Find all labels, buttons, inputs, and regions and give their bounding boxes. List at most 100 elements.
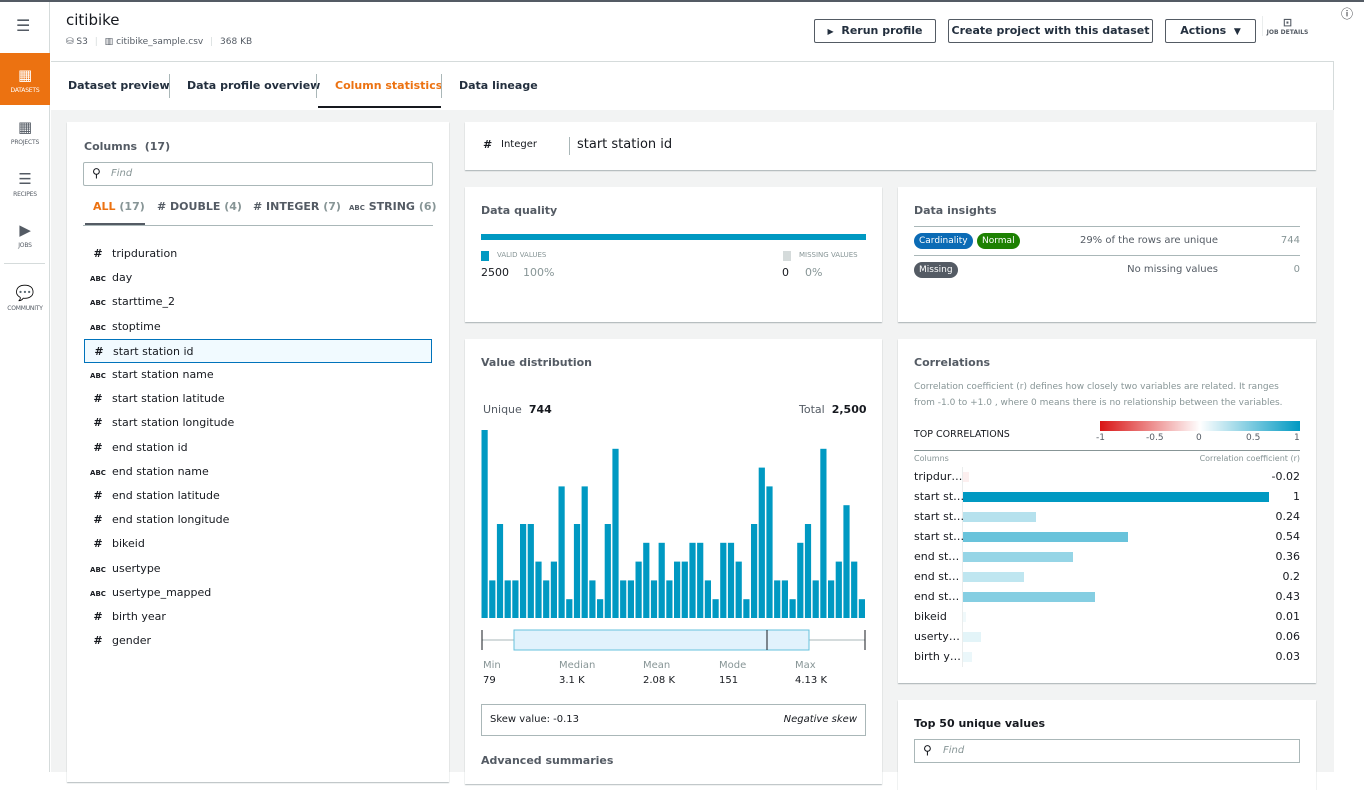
correlation-value: 0.2 bbox=[1282, 570, 1301, 583]
stat-label: Mode bbox=[719, 660, 747, 671]
active-tab-underline bbox=[318, 106, 441, 108]
create-project-button[interactable]: Create project with this dataset bbox=[948, 19, 1153, 43]
column-name: tripduration bbox=[112, 247, 178, 260]
skew-value: Skew value: -0.13 bbox=[490, 714, 580, 725]
correlation-bar bbox=[963, 632, 982, 642]
correlation-column-name: end st… bbox=[914, 590, 960, 603]
string-type-icon: ABC bbox=[90, 372, 106, 380]
correlation-value: 0.43 bbox=[1275, 590, 1301, 603]
panel-title: Top 50 unique values bbox=[914, 717, 1046, 730]
histogram-bar bbox=[512, 580, 519, 618]
divider bbox=[914, 450, 1300, 451]
column-list-item[interactable]: # start station latitude bbox=[84, 387, 432, 411]
rerun-profile-button[interactable]: ▶ Rerun profile bbox=[814, 19, 936, 43]
bucket-icon: ⛁ bbox=[66, 37, 74, 47]
column-list-item[interactable]: # tripduration bbox=[84, 242, 432, 266]
tab-divider bbox=[441, 74, 442, 98]
histogram-bar bbox=[689, 542, 696, 618]
missing-label: MISSING VALUES bbox=[799, 251, 858, 259]
filter-all[interactable]: ALL (17) bbox=[93, 200, 145, 213]
top-border bbox=[0, 0, 1364, 2]
sidebar-label: COMMUNITY bbox=[7, 305, 43, 312]
column-name: start station latitude bbox=[112, 392, 225, 406]
actions-dropdown[interactable]: Actions ▼ bbox=[1165, 19, 1256, 43]
filter-string[interactable]: ABC STRING (6) bbox=[349, 200, 437, 213]
column-name: usertype_mapped bbox=[112, 585, 212, 599]
tab-dataset-preview[interactable]: Dataset preview bbox=[68, 79, 170, 92]
string-type-icon: ABC bbox=[90, 468, 106, 477]
histogram-bar bbox=[658, 542, 665, 618]
correlation-column-name: userty… bbox=[914, 630, 960, 643]
correlation-row: start st… 0.24 bbox=[914, 507, 1300, 527]
columns-axis-label: Columns bbox=[914, 454, 949, 463]
number-type-icon: # bbox=[94, 344, 104, 358]
correlation-value: 0.24 bbox=[1275, 510, 1301, 523]
column-name: starttime_2 bbox=[112, 295, 175, 309]
job-details-button[interactable]: ⊡ JOB DETAILS bbox=[1262, 16, 1312, 36]
missing-text: No missing values bbox=[1127, 264, 1218, 275]
column-name: start station id bbox=[577, 137, 673, 152]
histogram-bar bbox=[797, 542, 804, 618]
column-list-item[interactable]: ABC start station name bbox=[84, 363, 432, 387]
correlation-row: end st… 0.2 bbox=[914, 567, 1300, 587]
number-type-icon: # bbox=[93, 489, 103, 502]
column-search-input[interactable]: ⚲ Find bbox=[83, 162, 433, 186]
column-list-item[interactable]: # end station id bbox=[84, 436, 432, 460]
histogram-bar bbox=[804, 524, 812, 618]
table-icon: ▥ bbox=[104, 37, 114, 47]
divider bbox=[914, 226, 1300, 227]
histogram-bar bbox=[743, 599, 750, 618]
scale-tick-label: 0.5 bbox=[1246, 433, 1261, 443]
hamburger-icon[interactable]: ☰ bbox=[16, 16, 31, 35]
sidebar-item-projects[interactable]: ▦ PROJECTS bbox=[0, 118, 50, 146]
correlation-bar bbox=[963, 592, 1095, 602]
column-list-item[interactable]: ABC usertype_mapped bbox=[84, 581, 432, 605]
panel-title: Data quality bbox=[481, 204, 558, 217]
column-list-item[interactable]: ABC starttime_2 bbox=[84, 290, 432, 314]
cardinality-badge: Cardinality bbox=[914, 233, 973, 249]
sidebar-item-community[interactable]: 💬 COMMUNITY bbox=[0, 284, 50, 312]
column-name: end station longitude bbox=[112, 513, 230, 527]
tab-data-lineage[interactable]: Data lineage bbox=[459, 79, 538, 92]
stat-value: 79 bbox=[483, 675, 496, 686]
unique-values-search-input[interactable]: ⚲ Find bbox=[914, 739, 1300, 763]
tab-column-statistics[interactable]: Column statistics bbox=[335, 79, 443, 92]
column-list-item[interactable]: ABC usertype bbox=[84, 557, 432, 581]
panel-title: Value distribution bbox=[481, 356, 592, 369]
number-type-icon: # bbox=[93, 247, 103, 260]
column-list-item[interactable]: ABC stoptime bbox=[84, 315, 432, 339]
column-list-item[interactable]: # end station latitude bbox=[84, 484, 432, 508]
correlation-bar bbox=[963, 532, 1129, 542]
sidebar-item-datasets[interactable]: ▦ DATASETS bbox=[0, 53, 50, 105]
histogram-bar bbox=[735, 561, 742, 618]
column-list-item[interactable]: # start station id bbox=[84, 338, 432, 363]
sidebar-item-jobs[interactable]: ▶ JOBS bbox=[0, 221, 50, 249]
column-list-item[interactable]: # start station longitude bbox=[84, 411, 432, 435]
histogram-bar bbox=[697, 542, 704, 618]
histogram-bar bbox=[635, 561, 642, 618]
correlation-bar bbox=[963, 512, 1037, 522]
unique-label: Unique 744 bbox=[483, 403, 552, 416]
filter-integer[interactable]: # INTEGER (7) bbox=[253, 200, 341, 213]
column-list-item[interactable]: # end station longitude bbox=[84, 508, 432, 532]
histogram-bar bbox=[727, 542, 735, 618]
column-name: end station name bbox=[112, 464, 209, 478]
column-list-item[interactable]: ABC day bbox=[84, 266, 432, 290]
tab-data-profile-overview[interactable]: Data profile overview bbox=[187, 79, 321, 92]
column-list-item[interactable]: # bikeid bbox=[84, 532, 432, 556]
coefficient-axis-label: Correlation coefficient (r) bbox=[1199, 454, 1300, 463]
filter-double[interactable]: # DOUBLE (4) bbox=[157, 200, 242, 213]
histogram-bar bbox=[681, 561, 688, 618]
info-icon[interactable]: ⓘ bbox=[1341, 7, 1354, 21]
sidebar-label: DATASETS bbox=[10, 87, 40, 94]
column-list-item[interactable]: # gender bbox=[84, 629, 432, 653]
histogram-bar bbox=[550, 561, 557, 618]
column-list-item[interactable]: # birth year bbox=[84, 605, 432, 629]
column-list-item[interactable]: ABC end station name bbox=[84, 460, 432, 484]
histogram-bar bbox=[558, 486, 565, 618]
histogram-bar bbox=[620, 580, 627, 618]
sidebar-item-recipes[interactable]: ☰ RECIPES bbox=[0, 170, 50, 198]
histogram-bar bbox=[828, 580, 835, 618]
correlation-bar bbox=[963, 572, 1025, 582]
skew-description: Negative skew bbox=[783, 714, 857, 725]
